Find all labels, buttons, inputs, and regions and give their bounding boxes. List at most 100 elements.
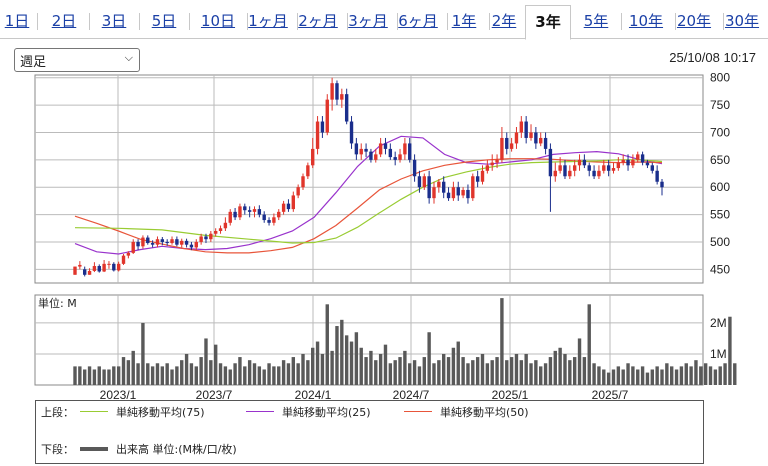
tab-30年[interactable]: 30年	[724, 12, 760, 30]
tab-5日[interactable]: 5日	[151, 12, 177, 30]
candle-body	[519, 121, 524, 133]
volume-bar	[509, 357, 514, 385]
volume-bar	[655, 366, 659, 385]
volume-bar	[558, 347, 562, 385]
volume-bar	[572, 357, 577, 385]
candle-body	[432, 187, 436, 199]
volume-bar	[587, 304, 591, 385]
candle-body	[340, 94, 344, 100]
tab-10日[interactable]: 10日	[200, 12, 236, 30]
tab-3ヶ月[interactable]: 3ヶ月	[348, 12, 388, 30]
tab-2日[interactable]: 2日	[51, 12, 77, 30]
volume-bar	[252, 363, 257, 385]
volume-bar	[73, 366, 77, 385]
volume-bar	[524, 353, 528, 385]
tab-10年[interactable]: 10年	[628, 12, 664, 30]
tab-separator	[675, 13, 676, 30]
tab-1日[interactable]: 1日	[4, 12, 30, 30]
volume-bar	[441, 353, 446, 385]
moving-average-line	[74, 158, 663, 254]
tab-separator	[139, 13, 140, 30]
tab-separator	[37, 13, 38, 30]
candle-body	[349, 121, 354, 144]
candle-body	[553, 170, 557, 177]
volume-bar	[97, 366, 101, 385]
candle-body	[548, 148, 553, 177]
tab-2ヶ月[interactable]: 2ヶ月	[298, 12, 338, 30]
candle-body	[587, 165, 591, 171]
candle-body	[403, 143, 407, 155]
volume-bar	[320, 353, 325, 385]
candle-body	[393, 157, 397, 160]
volume-bar	[519, 360, 524, 385]
y-tick-label: 800	[710, 71, 730, 85]
y-tick-label: 650	[710, 153, 730, 167]
candle-body	[364, 148, 368, 152]
volume-bar	[364, 357, 368, 385]
candle-body	[427, 176, 431, 199]
candle-body	[102, 263, 106, 272]
volume-bar	[243, 366, 247, 385]
volume-bar	[437, 360, 441, 385]
volume-bar	[446, 357, 451, 385]
tab-20年[interactable]: 20年	[676, 12, 712, 30]
volume-bar	[146, 363, 150, 385]
volume-bar	[626, 363, 630, 385]
volume-bar	[475, 357, 480, 385]
legend-ma25: 単純移動平均(25)	[282, 406, 371, 419]
volume-bar	[412, 360, 417, 385]
tab-1ヶ月[interactable]: 1ヶ月	[248, 12, 288, 30]
candle-body	[344, 94, 349, 122]
volume-bar	[432, 363, 436, 385]
candle-body	[592, 170, 596, 177]
tab-separator	[189, 13, 190, 30]
tab-3年[interactable]: 3年	[525, 5, 571, 40]
candle-body	[626, 159, 630, 166]
volume-bar	[160, 366, 165, 385]
tab-2年[interactable]: 2年	[491, 12, 517, 30]
volume-bar	[238, 357, 242, 385]
volume-bar	[471, 360, 475, 385]
volume-bar	[189, 363, 194, 385]
candle-period-select[interactable]: 週足 ⌵	[14, 48, 140, 72]
tab-separator	[397, 13, 398, 30]
candle-body	[180, 240, 184, 245]
candle-body	[175, 239, 179, 245]
candle-body	[262, 214, 266, 221]
tab-separator	[347, 13, 348, 30]
candle-body	[267, 220, 271, 223]
tab-1年[interactable]: 1年	[451, 12, 477, 30]
candle-body	[296, 187, 300, 196]
period-tabs: 1日 2日 3日 5日 10日 1ヶ月 2ヶ月 3ヶ月 6ヶ月 1年 2年 3年 5年 10年 20年 30年	[0, 0, 768, 40]
volume-bar	[291, 357, 296, 385]
tab-separator	[89, 13, 90, 30]
volume-bar	[631, 366, 635, 385]
candle-body	[539, 137, 543, 144]
x-tick-label: 2023/7	[196, 388, 233, 400]
tab-5年[interactable]: 5年	[583, 12, 609, 30]
volume-bar	[272, 366, 276, 385]
candle-body	[398, 154, 402, 160]
candle-body	[543, 137, 548, 149]
volume-bar	[689, 366, 693, 385]
volume-bar	[277, 366, 281, 385]
candle-body	[218, 228, 223, 231]
x-tick-label: 2024/1	[295, 388, 332, 400]
candle-body	[412, 159, 417, 177]
candle-body	[301, 176, 305, 188]
candle-body	[475, 176, 480, 182]
candle-body	[150, 243, 155, 245]
tab-3日[interactable]: 3日	[101, 12, 127, 30]
volume-bar	[301, 353, 305, 385]
volume-bar	[398, 357, 402, 385]
candle-body	[485, 165, 490, 171]
volume-bar	[495, 357, 499, 385]
volume-bar	[679, 366, 684, 385]
volume-bar	[417, 366, 422, 385]
tab-6ヶ月[interactable]: 6ヶ月	[398, 12, 438, 30]
candle-body	[660, 181, 664, 188]
volume-bar	[354, 332, 359, 385]
legend-volume: 出来高 単位:(M株/口/枚)	[116, 443, 237, 456]
volume-bar	[378, 353, 383, 385]
candle-body	[636, 154, 640, 160]
